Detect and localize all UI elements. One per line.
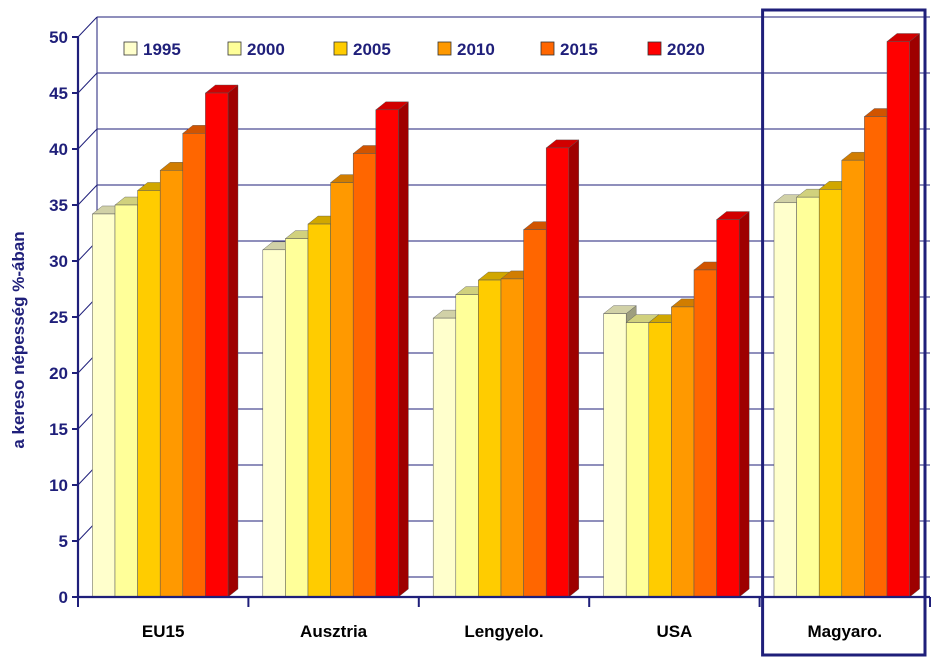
y-tick-label: 20 (49, 364, 68, 383)
y-tick-label: 10 (49, 476, 68, 495)
y-tick-label: 25 (49, 308, 68, 327)
bar-Ausztria-2005 (307, 223, 331, 598)
y-tick-label: 35 (49, 196, 68, 215)
bar-Magyaro.-1995 (773, 202, 797, 598)
bar-EU15-2015 (182, 133, 206, 598)
bar-Magyaro.-2010 (841, 159, 865, 598)
x-tick-label: Lengyelo. (464, 622, 543, 641)
x-tick-label: USA (656, 622, 692, 641)
bar-Magyaro.-2015 (864, 116, 888, 598)
bar-Lengyelo.-2005 (478, 279, 502, 598)
bar-EU15-1995 (92, 213, 116, 598)
bar-EU15-2020 (205, 92, 229, 598)
bar-Magyaro.-2020 (886, 41, 910, 598)
bar-USA-2015 (693, 269, 717, 598)
y-tick-label: 15 (49, 420, 68, 439)
y-tick-label: 0 (59, 588, 68, 607)
bar-side (398, 101, 409, 598)
bar-side (739, 211, 750, 598)
axes-layer: 0 5 10 15 20 25 30 35 40 45 50 EU15 Ausztria Lengyelo… (49, 28, 931, 641)
bar-Ausztria-2020 (375, 109, 399, 598)
bar-Ausztria-2010 (330, 182, 354, 598)
legend-label: 2020 (667, 40, 705, 59)
bar-USA-2010 (671, 306, 695, 598)
bar-Ausztria-1995 (262, 249, 286, 598)
bar-Lengyelo.-2010 (500, 278, 524, 598)
bar-USA-2005 (648, 322, 672, 598)
bar-side (568, 139, 579, 598)
y-tick-label: 50 (49, 28, 68, 47)
bar-USA-1995 (603, 313, 627, 598)
bar-side (227, 84, 239, 598)
legend-swatch (647, 41, 662, 56)
legend-swatch (227, 41, 242, 56)
legend-swatch (437, 41, 452, 56)
bar-Lengyelo.-2015 (523, 229, 547, 598)
legend-label: 2005 (353, 40, 391, 59)
bar-Lengyelo.-2020 (545, 147, 570, 598)
bar-EU15-2000 (114, 204, 138, 598)
bar-Ausztria-2000 (285, 238, 309, 598)
legend-swatch (123, 41, 138, 56)
y-axis-label: a kereso népesség %-ában (9, 231, 28, 448)
x-tick-label: Magyaro. (807, 622, 882, 641)
legend-swatch (540, 41, 555, 56)
bars-layer (91, 33, 921, 598)
x-tick-label: EU15 (142, 622, 185, 641)
y-tick-label: 30 (49, 252, 68, 271)
y-tick-label: 40 (49, 140, 68, 159)
y-tick-label: 45 (49, 84, 68, 103)
highlight-box (761, 8, 927, 657)
legend-label: 2010 (457, 40, 495, 59)
bar-USA-2000 (625, 322, 650, 598)
bar-Magyaro.-2000 (796, 196, 820, 598)
depth-line (77, 184, 98, 206)
bar-Ausztria-2015 (352, 153, 377, 598)
legend-swatch (333, 41, 348, 56)
x-tick-label: Ausztria (300, 622, 368, 641)
bar-side (909, 33, 920, 598)
legend-label: 2000 (247, 40, 285, 59)
bar-USA-2020 (716, 219, 740, 598)
bar-Lengyelo.-2000 (455, 294, 479, 598)
depth-line (77, 72, 98, 94)
depth-line (77, 16, 98, 38)
legend-label: 2015 (560, 40, 598, 59)
legend: 1995 2000 2005 2010 2015 2020 (123, 40, 705, 59)
bar-Magyaro.-2005 (818, 189, 843, 598)
bar-EU15-2005 (137, 190, 161, 598)
depth-line (77, 128, 98, 150)
legend-label: 1995 (143, 40, 181, 59)
bar-EU15-2010 (159, 170, 184, 598)
bar-Lengyelo.-1995 (432, 317, 457, 598)
y-tick-label: 5 (59, 532, 68, 551)
